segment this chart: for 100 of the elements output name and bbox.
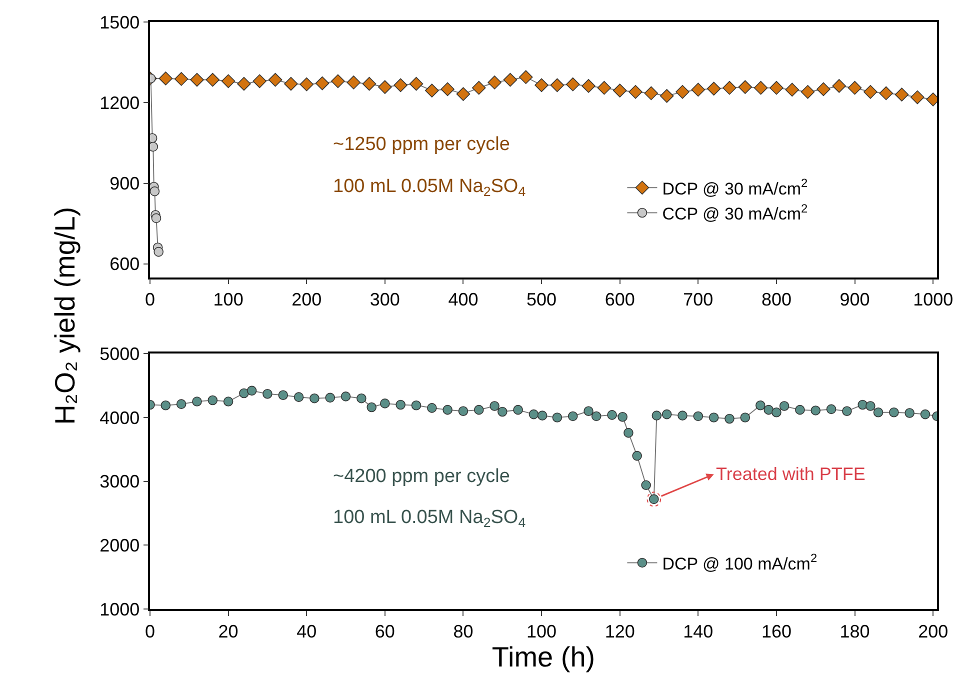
point (866, 401, 876, 411)
point (411, 400, 422, 410)
point (842, 406, 852, 416)
point (754, 80, 768, 95)
point (785, 82, 800, 97)
x-tick-label: 200 (918, 621, 948, 642)
point (356, 393, 366, 404)
point (660, 89, 674, 103)
point (738, 80, 752, 94)
point (779, 401, 790, 411)
point (158, 72, 173, 86)
y-tick-label: 5000 (100, 344, 140, 364)
x-tick-label: 400 (448, 290, 478, 310)
point (693, 411, 704, 422)
point (310, 393, 320, 404)
point (490, 401, 500, 411)
point (208, 395, 218, 406)
point (889, 407, 899, 418)
x-tick-label: 80 (453, 621, 474, 642)
legend-label: CCP @ 30 mA/cm$^{2}$ (662, 201, 808, 224)
x-tick-label: 100 (526, 621, 557, 642)
point (607, 410, 617, 420)
y-tick-label: 1200 (100, 92, 140, 113)
point (584, 406, 594, 416)
point (456, 87, 470, 101)
point (612, 84, 627, 98)
point (894, 88, 909, 102)
point (628, 84, 642, 99)
point (810, 406, 821, 416)
y-axis-title: H₂O₂ yield (mg/L) (50, 206, 81, 425)
point (641, 480, 651, 490)
x-tick-label: 100 (213, 290, 244, 310)
point (176, 399, 186, 409)
x-tick-label: 0 (144, 621, 156, 642)
point (262, 388, 272, 399)
point (497, 406, 508, 417)
point (268, 72, 282, 87)
y-tick-label: 1000 (100, 599, 140, 620)
point (706, 82, 721, 96)
point (362, 76, 376, 91)
x-tick-label: 300 (370, 290, 400, 310)
y-tick-label: 900 (110, 174, 140, 194)
point (315, 76, 330, 90)
point (518, 70, 533, 84)
point (582, 79, 596, 93)
point (278, 390, 288, 400)
point (678, 410, 688, 420)
point (440, 82, 454, 96)
point (378, 80, 392, 94)
annotation: ~4200 ppm per cycle (333, 466, 510, 487)
annotation: Treated with PTFE (716, 464, 866, 484)
x-tick-label: 120 (604, 621, 635, 642)
point (764, 404, 774, 415)
x-tick-label: 500 (526, 290, 557, 310)
point (591, 411, 602, 422)
point (864, 84, 878, 99)
point (652, 410, 662, 420)
y-tick-label: 2000 (100, 535, 140, 556)
x-tick-label: 180 (840, 621, 870, 642)
point (223, 396, 234, 406)
point (904, 408, 914, 418)
point (800, 84, 815, 99)
y-tick-label: 1500 (100, 12, 140, 32)
y-tick-label: 600 (110, 254, 140, 274)
x-axis-title: Time (h) (492, 641, 596, 672)
point (246, 386, 257, 396)
point (503, 72, 518, 87)
point (816, 82, 830, 96)
point (151, 213, 162, 224)
point (676, 84, 690, 99)
point (513, 404, 523, 415)
point (722, 80, 736, 95)
point (528, 409, 539, 420)
point (394, 78, 408, 92)
point (552, 412, 562, 422)
annotation: 100 mL 0.05M Na$_{2}$SO$_{4}$ (333, 507, 526, 530)
point (474, 404, 484, 415)
point (380, 398, 390, 408)
point (920, 409, 930, 420)
annotation: ~1250 ppm per cycle (333, 134, 510, 155)
point (597, 80, 612, 95)
point (618, 412, 628, 422)
point (708, 412, 719, 422)
point (425, 84, 439, 98)
x-tick-label: 160 (761, 621, 792, 642)
point (644, 86, 658, 100)
point (150, 142, 158, 152)
point (154, 246, 164, 257)
point (534, 78, 548, 92)
point (756, 400, 766, 410)
point (427, 403, 437, 413)
point (284, 76, 298, 91)
point (566, 77, 580, 92)
point (550, 78, 564, 92)
point (331, 74, 345, 88)
x-tick-label: 800 (761, 290, 792, 310)
point (488, 76, 502, 90)
point (826, 404, 836, 414)
point (624, 428, 634, 438)
point (458, 406, 468, 416)
